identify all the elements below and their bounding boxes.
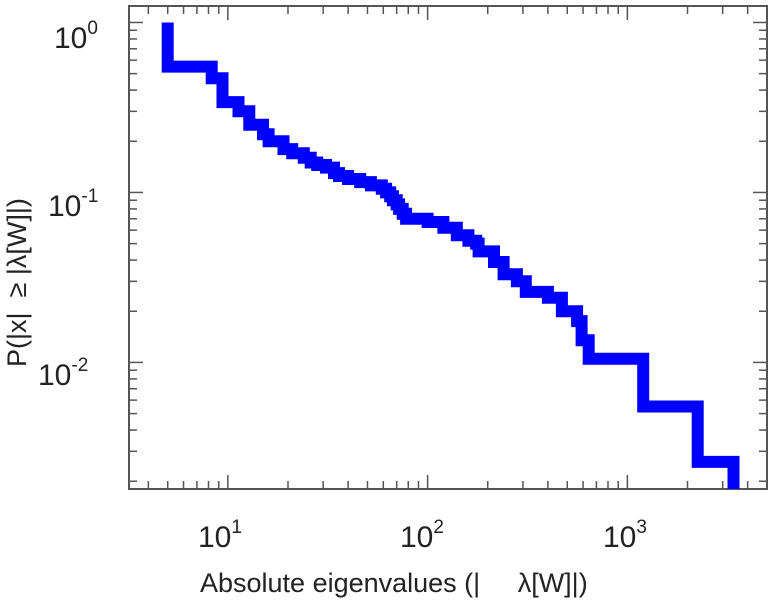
y-tick-label-0.1: 10-1 — [48, 186, 98, 223]
y-tick-label-0.01: 10-2 — [38, 355, 88, 392]
x-tick-label-100: 102 — [400, 517, 444, 554]
x-tick-label-1000: 103 — [603, 517, 647, 554]
y-axis-title: P(|x| ≥ |λ[W]|) — [2, 198, 32, 367]
major-ticks — [129, 6, 767, 489]
plot-frame — [128, 5, 768, 490]
y-tick-label-1: 100 — [54, 18, 98, 55]
minor-ticks — [129, 6, 768, 489]
series-step-line — [161, 22, 740, 489]
x-tick-label-10: 101 — [198, 517, 242, 554]
x-axis-title: Absolute eigenvalues (| λ[W]|) — [200, 568, 588, 598]
